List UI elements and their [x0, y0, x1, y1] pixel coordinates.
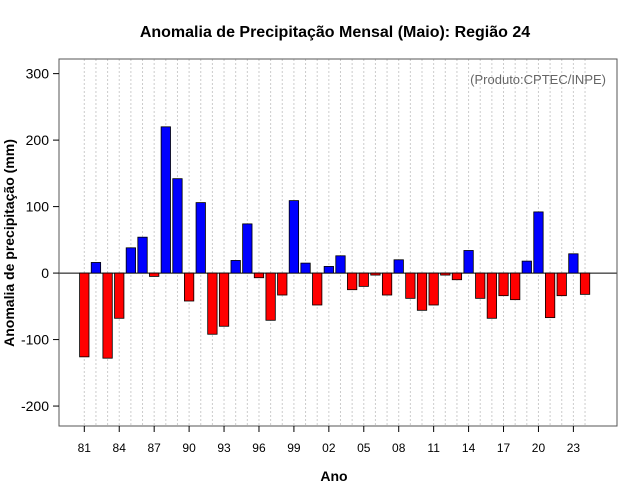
y-tick-label: 200 [26, 132, 50, 148]
y-tick-label: -200 [21, 398, 49, 414]
bar-1995 [242, 223, 253, 274]
grid-lines [83, 59, 586, 426]
x-tick-label: 02 [322, 441, 336, 455]
bar-2009 [405, 272, 416, 299]
plot-frame [58, 58, 618, 427]
bar-2000 [300, 262, 311, 274]
bar-2022 [556, 272, 567, 297]
bar-1986 [137, 236, 148, 274]
bar-2014 [463, 250, 474, 274]
y-axis-title: Anomalia de precipitação (mm) [1, 139, 17, 347]
y-tick-label: -100 [21, 332, 49, 348]
bar-2015 [475, 272, 486, 299]
bar-2002 [323, 266, 334, 274]
x-tick-label: 99 [287, 441, 301, 455]
x-tick-label: 14 [462, 441, 476, 455]
bar-2019 [521, 260, 532, 274]
bar-1990 [184, 272, 195, 302]
bar-1997 [265, 272, 276, 321]
bar-1991 [195, 202, 206, 274]
bar-1981 [79, 272, 90, 358]
bar-1982 [90, 262, 102, 274]
bar-2013 [451, 272, 463, 281]
x-tick-label: 81 [78, 441, 92, 455]
bar-1987 [149, 272, 160, 277]
x-tick-label: 08 [392, 441, 406, 455]
bar-2024 [579, 272, 591, 295]
x-tick-label: 93 [217, 441, 231, 455]
bar-2007 [381, 272, 393, 296]
bar-2012 [440, 272, 451, 276]
x-tick-label: 96 [252, 441, 266, 455]
bar-1993 [218, 272, 230, 327]
y-tick-label: 300 [26, 66, 50, 82]
bar-2021 [545, 272, 556, 319]
bar-1988 [160, 126, 171, 274]
bar-2005 [358, 272, 369, 287]
x-tick-label: 20 [532, 441, 546, 455]
x-tick-label: 23 [567, 441, 581, 455]
bar-1994 [230, 260, 241, 274]
bar-1992 [207, 272, 218, 335]
bar-2010 [416, 272, 428, 311]
x-tick-label: 17 [497, 441, 511, 455]
chart-title: Anomalia de Precipitação Mensal (Maio): … [140, 24, 530, 41]
bar-2006 [370, 272, 381, 276]
bar-2008 [393, 259, 404, 274]
x-tick-label: 11 [427, 441, 440, 455]
y-axis: -200 -100 0 100 200 300 [21, 66, 59, 414]
y-tick-label: 0 [41, 265, 49, 281]
bar-1999 [288, 200, 300, 274]
credit-label: (Produto:CPTEC/INPE) [470, 72, 606, 87]
bar-series [79, 126, 591, 359]
bar-1984 [114, 272, 125, 319]
x-axis-title: Ano [320, 468, 347, 484]
bar-2023 [568, 253, 579, 274]
bar-2004 [347, 272, 358, 291]
bar-1983 [102, 272, 113, 359]
x-tick-label: 05 [357, 441, 371, 455]
bar-2017 [498, 272, 509, 297]
bar-1989 [172, 178, 183, 274]
x-tick-label: 84 [113, 441, 127, 455]
y-tick-label: 100 [26, 199, 50, 215]
x-tick-label: 90 [182, 441, 196, 455]
bar-1985 [125, 247, 136, 274]
bar-2001 [312, 272, 323, 306]
x-tick-label: 87 [147, 441, 161, 455]
bar-2020 [533, 211, 544, 274]
bar-1998 [277, 272, 288, 296]
x-axis: 81 84 87 90 93 96 99 02 05 08 11 14 17 20 23 [78, 426, 581, 455]
bar-2003 [335, 255, 346, 274]
bar-1996 [253, 272, 265, 279]
bar-2016 [486, 272, 497, 319]
bar-2011 [428, 272, 439, 306]
bar-2018 [510, 272, 521, 301]
